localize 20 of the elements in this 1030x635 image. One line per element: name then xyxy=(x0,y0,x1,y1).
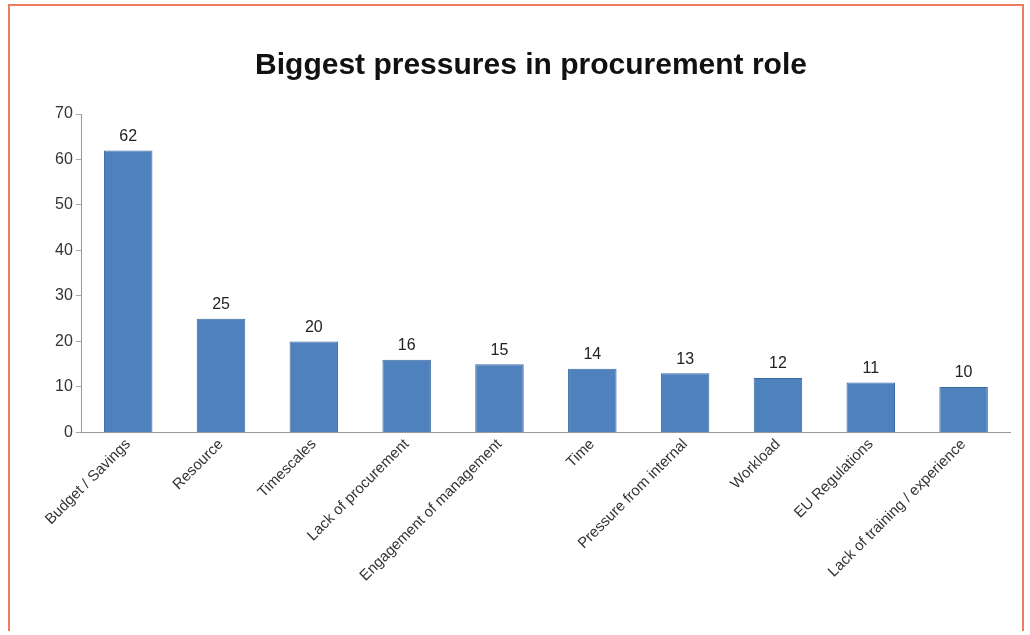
y-tick-label: 10 xyxy=(55,377,73,395)
data-label: 15 xyxy=(490,340,509,358)
data-label: 16 xyxy=(397,336,416,354)
y-tick-label: 60 xyxy=(55,149,73,167)
data-label: 10 xyxy=(954,363,973,381)
data-label: 20 xyxy=(304,317,323,335)
x-tick-label: Time xyxy=(562,434,598,471)
data-label: 62 xyxy=(119,126,138,144)
data-label: 11 xyxy=(862,358,880,376)
data-label: 14 xyxy=(583,345,602,363)
data-label: 13 xyxy=(676,349,695,367)
y-tick-label: 30 xyxy=(55,286,73,304)
data-label: 12 xyxy=(769,354,787,372)
y-tick-label: 20 xyxy=(55,331,73,349)
y-tick-label: 50 xyxy=(55,195,73,213)
data-label: 25 xyxy=(212,295,231,313)
y-tick-label: 0 xyxy=(63,422,73,440)
chart-title: Biggest pressures in procurement role xyxy=(255,47,807,81)
y-tick-label: 40 xyxy=(55,240,73,258)
y-tick-label: 70 xyxy=(55,104,73,122)
